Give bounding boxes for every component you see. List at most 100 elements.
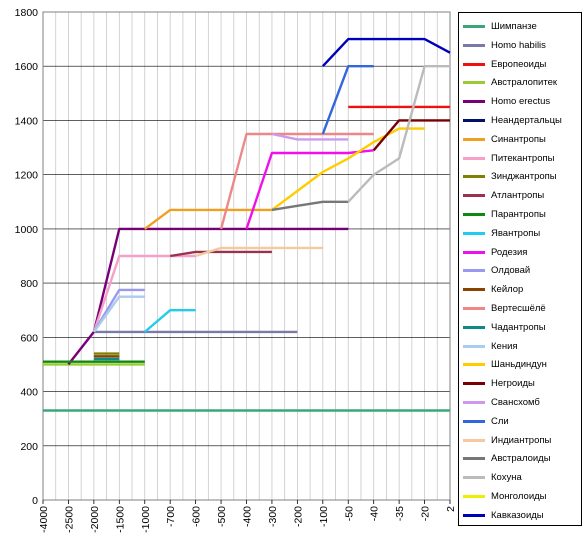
legend-label: Атлантропы bbox=[491, 190, 545, 202]
legend-swatch bbox=[463, 344, 485, 348]
legend-swatch bbox=[463, 25, 485, 28]
legend-item: Кения bbox=[463, 337, 518, 356]
series-line-25 bbox=[347, 64, 450, 203]
legend-label: Шаньдиндун bbox=[491, 359, 547, 371]
legend-label: Неандертальцы bbox=[491, 115, 562, 126]
legend-label: Монголоиды bbox=[491, 491, 547, 502]
x-tick-label: -20 bbox=[420, 506, 432, 521]
legend-item: Кохуна bbox=[463, 468, 522, 487]
x-tick-label: -1000 bbox=[140, 506, 152, 533]
legend-item: Олдовай bbox=[463, 261, 530, 280]
y-tick-label: 600 bbox=[20, 332, 38, 344]
y-tick-label: 1600 bbox=[15, 61, 39, 73]
x-tick-label: -1500 bbox=[114, 506, 126, 533]
series-line-23 bbox=[195, 246, 323, 258]
x-tick-label: -200 bbox=[292, 506, 304, 527]
legend-label: Сли bbox=[491, 415, 509, 427]
plot-area: 0 200 400 600 800 1000 1200 1400 1600 1800 -4000 -2… bbox=[15, 7, 457, 533]
legend-swatch bbox=[463, 250, 485, 254]
legend-item: Питекантропы bbox=[463, 149, 554, 168]
legend-swatch bbox=[463, 382, 485, 386]
legend-label: Родезия bbox=[491, 246, 528, 258]
x-tick-label: -100 bbox=[318, 506, 330, 527]
legend-item: Парантропы bbox=[463, 205, 546, 224]
y-tick-label: 1000 bbox=[15, 224, 39, 236]
legend-swatch bbox=[463, 100, 485, 104]
legend-label: Олдовай bbox=[491, 265, 531, 277]
y-tick-label: 400 bbox=[20, 387, 38, 399]
legend-label: Чадантропы bbox=[491, 321, 546, 333]
legend-label: Кения bbox=[491, 340, 518, 352]
legend-swatch bbox=[463, 156, 485, 160]
series-line-27 bbox=[321, 37, 451, 68]
legend-swatch bbox=[463, 231, 485, 235]
legend-label: Явантропы bbox=[491, 227, 541, 239]
legend-item: Свансхомб bbox=[463, 393, 540, 412]
x-tick-label: -600 bbox=[191, 506, 203, 527]
legend-swatch bbox=[463, 495, 485, 498]
legend-item: Негроиды bbox=[463, 374, 535, 393]
series-line-10 bbox=[170, 250, 272, 258]
legend-label: Зинджантропы bbox=[491, 171, 557, 183]
legend-swatch bbox=[463, 363, 485, 367]
legend-swatch bbox=[463, 307, 485, 310]
legend-item: Зинджантропы bbox=[463, 167, 557, 186]
legend-label: Кейлор bbox=[491, 284, 524, 296]
legend-label: Кавказоиды bbox=[491, 509, 544, 521]
legend-swatch bbox=[463, 513, 485, 517]
legend-swatch bbox=[463, 269, 485, 273]
x-tick-label: -2000 bbox=[89, 506, 101, 533]
legend-item: Шаньдиндун bbox=[463, 355, 547, 374]
legend-item: Синантропы bbox=[463, 130, 546, 149]
legend-label: Homo erectus bbox=[491, 96, 551, 108]
x-tick-label: -300 bbox=[267, 506, 279, 527]
series-line-12 bbox=[144, 309, 196, 333]
legend-swatch bbox=[463, 288, 485, 292]
legend-swatch bbox=[463, 457, 485, 461]
legend-swatch bbox=[463, 419, 485, 423]
x-tick-label: -4000 bbox=[38, 506, 50, 533]
legend-item: Сли bbox=[463, 412, 509, 431]
legend-item: Европеоиды bbox=[463, 55, 546, 74]
legend-item: Родезия bbox=[463, 243, 527, 262]
legend-swatch bbox=[463, 81, 485, 85]
series-line-5 bbox=[67, 227, 349, 366]
x-tick-label: -40 bbox=[369, 506, 381, 521]
series-line-24 bbox=[271, 200, 349, 212]
legend-swatch bbox=[463, 62, 485, 66]
legend-label: Синантропы bbox=[491, 133, 546, 145]
x-tick-label: -700 bbox=[165, 506, 177, 527]
legend-item: Атлантропы bbox=[463, 186, 544, 205]
legend-item: Австралоиды bbox=[463, 449, 551, 468]
legend-label: Кохуна bbox=[491, 472, 522, 484]
series-line-14 bbox=[92, 288, 145, 333]
legend-swatch bbox=[463, 213, 485, 216]
legend-item: Кавказоиды bbox=[463, 506, 544, 525]
series-line-20 bbox=[372, 119, 450, 152]
legend-label: Вертесшёлё bbox=[491, 303, 546, 314]
legend: Шимпанзе Homo habilis Европеоиды Австралопи… bbox=[458, 12, 582, 526]
y-tick-label: 800 bbox=[20, 278, 38, 290]
legend-swatch bbox=[463, 438, 485, 442]
series-line-7 bbox=[144, 208, 272, 230]
series-line-21 bbox=[271, 132, 349, 141]
legend-label: Австралоиды bbox=[491, 453, 551, 465]
legend-item: Чадантропы bbox=[463, 318, 546, 337]
series-line-18 bbox=[92, 295, 145, 333]
legend-label: Питекантропы bbox=[491, 152, 555, 164]
legend-swatch bbox=[463, 137, 485, 141]
series-line-8 bbox=[92, 254, 196, 333]
y-tick-label: 1800 bbox=[15, 7, 39, 19]
legend-label: Негроиды bbox=[491, 378, 535, 390]
legend-swatch bbox=[463, 194, 485, 198]
legend-item: Шимпанзе bbox=[463, 17, 537, 36]
x-tick-label: 2 bbox=[445, 506, 456, 512]
legend-swatch bbox=[463, 43, 485, 47]
x-tick-label: -35 bbox=[394, 506, 406, 521]
legend-swatch bbox=[463, 175, 485, 179]
series-line-16 bbox=[219, 132, 374, 230]
legend-swatch bbox=[463, 401, 485, 404]
legend-item: Индиантропы bbox=[463, 431, 551, 450]
y-tick-label: 1400 bbox=[15, 115, 39, 127]
